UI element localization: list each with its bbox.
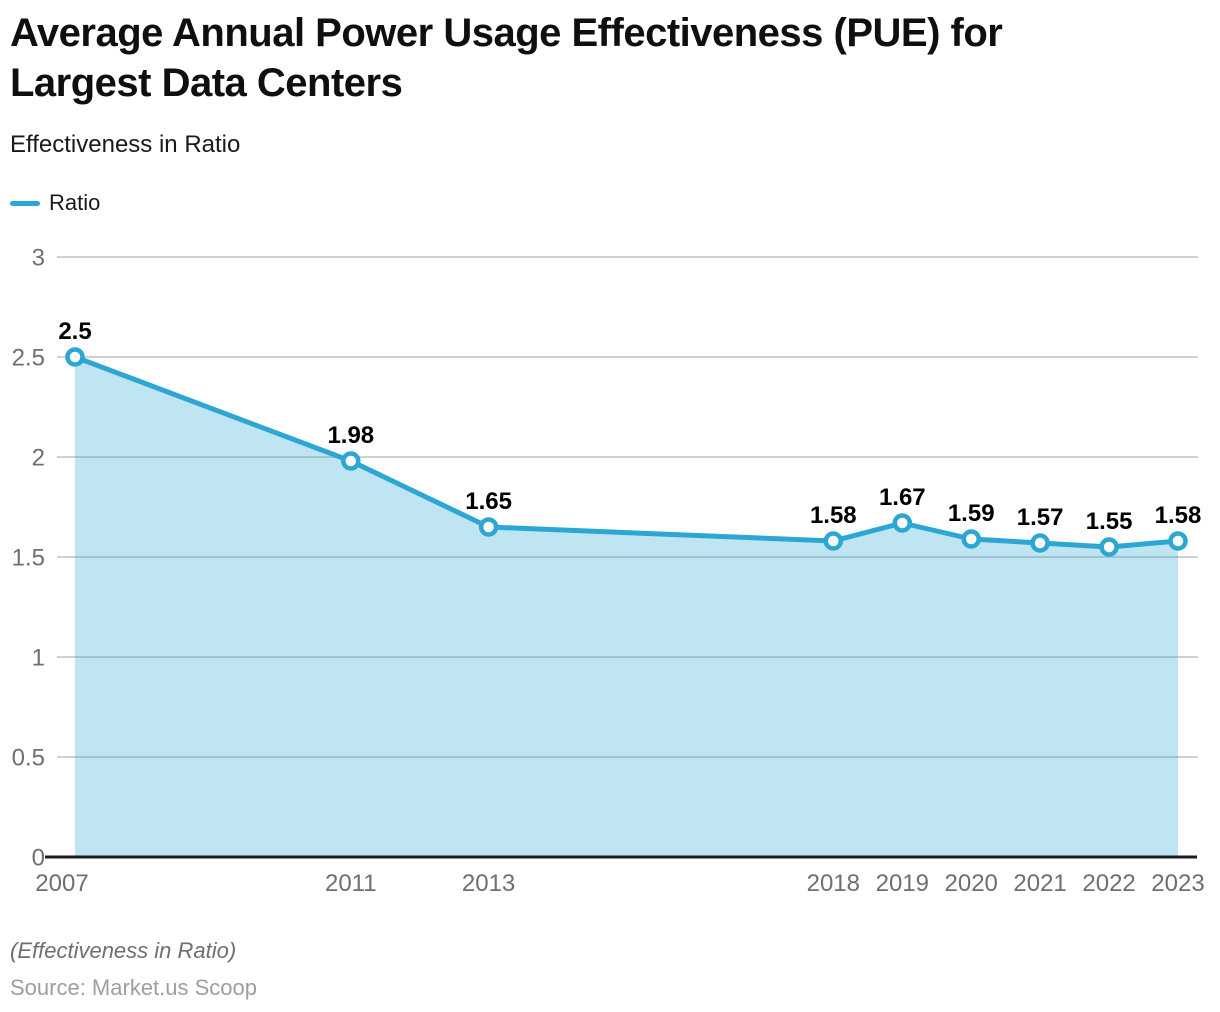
y-tick-label: 1 [32,645,45,672]
data-point-label: 1.57 [1017,504,1064,531]
y-tick-label: 3 [32,245,45,272]
data-point-marker[interactable] [961,529,981,549]
x-tick-label: 2013 [462,870,515,897]
data-point-label: 1.58 [810,502,857,529]
chart-area: 0 0.5 1 1.5 2 2.5 3 2.5 1.98 1.65 1.58 1.67 1.59 1.57… [0,230,1220,920]
data-point-marker[interactable] [478,517,499,537]
x-tick-label: 2020 [945,870,998,897]
y-tick-label: 2 [32,445,45,472]
data-point-marker[interactable] [65,347,85,367]
data-point-marker[interactable] [892,513,913,533]
data-point-label: 1.55 [1086,508,1133,535]
x-tick-label: 2023 [1151,870,1204,897]
chart-title: Average Annual Power Usage Effectiveness… [10,11,1003,105]
x-tick-label: 2018 [807,870,860,897]
pue-area-chart: 0 0.5 1 1.5 2 2.5 3 2.5 1.98 1.65 1.58 1.67 1.59 1.57… [12,245,1205,898]
source-credit: Source: Market.us Scoop [10,975,258,1000]
data-point-marker[interactable] [1030,533,1050,553]
legend: Ratio [10,190,100,216]
data-point-label: 1.65 [465,488,512,515]
chart-subtitle: Effectiveness in Ratio [10,131,241,158]
data-point-label: 1.59 [948,500,995,527]
data-point-label: 1.67 [879,484,926,511]
area-fill [75,357,1178,857]
data-point-label: 2.5 [58,318,91,345]
x-tick-label: 2021 [1013,870,1066,897]
legend-line-swatch [10,200,40,206]
data-point-marker[interactable] [1099,537,1119,557]
data-point-label: 1.58 [1155,502,1202,529]
data-point-marker[interactable] [1168,531,1188,551]
y-tick-label: 2.5 [12,345,45,372]
data-point-label: 1.98 [327,422,374,449]
y-tick-label: 0 [32,845,45,872]
legend-label: Ratio [49,190,101,215]
x-tick-label: 2019 [876,870,929,897]
x-tick-label: 2022 [1082,870,1135,897]
data-point-marker[interactable] [341,451,361,471]
y-tick-label: 0.5 [12,745,45,772]
x-tick-label: 2011 [325,870,377,897]
x-tick-label: 2007 [35,870,88,897]
footer-note: (Effectiveness in Ratio) [10,938,237,963]
data-point-marker[interactable] [823,531,844,551]
y-tick-label: 1.5 [12,545,45,572]
